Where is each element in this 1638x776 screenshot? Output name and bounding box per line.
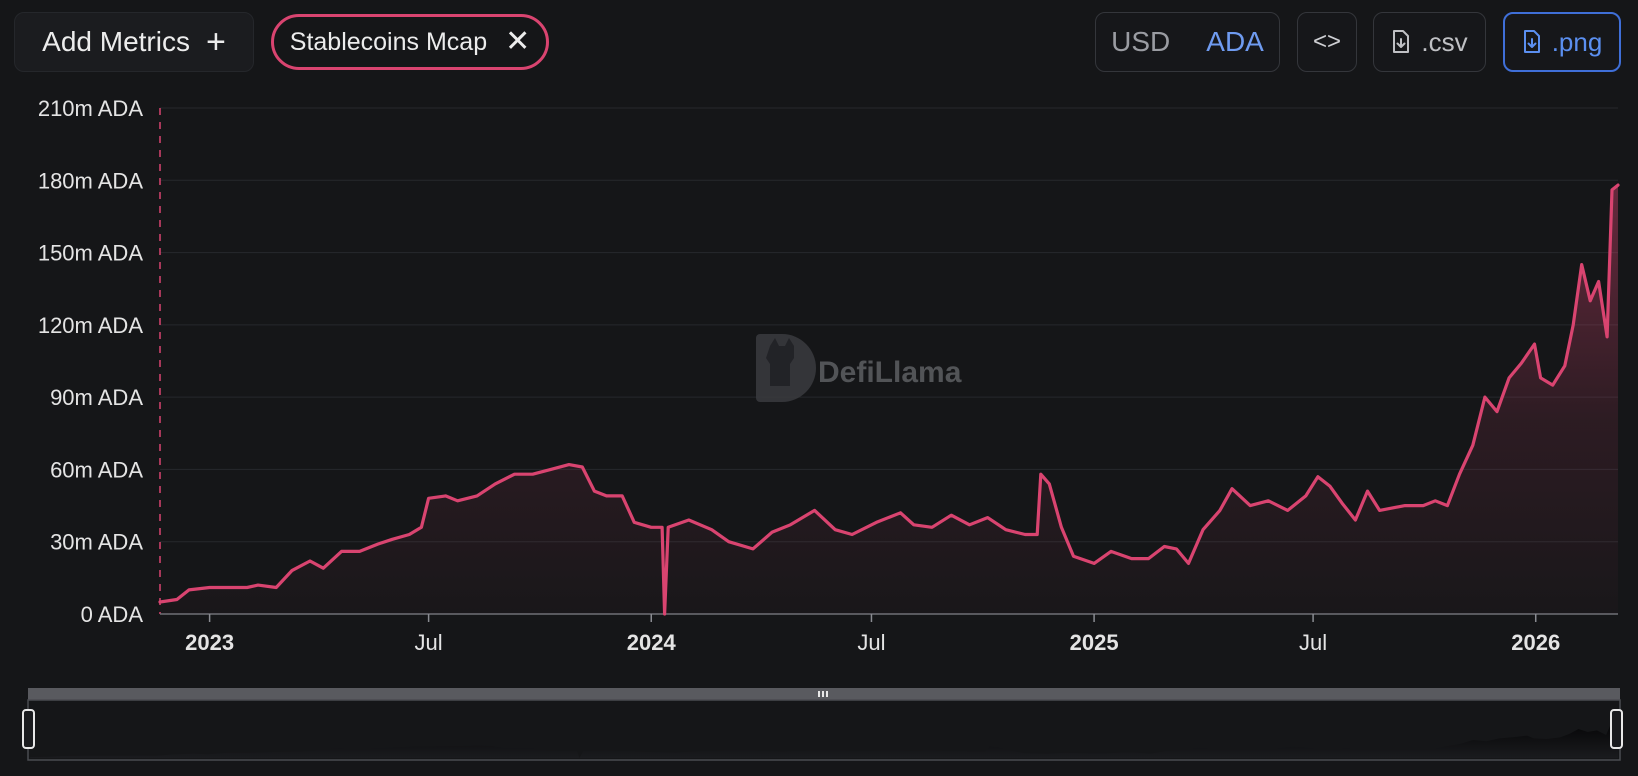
download-csv-button[interactable]: .csv [1373,12,1486,72]
x-tick-label: Jul [415,630,443,655]
y-tick-label: 210m ADA [38,96,143,121]
y-tick-label: 120m ADA [38,313,143,338]
y-tick-label: 90m ADA [50,385,143,410]
add-metrics-button[interactable]: Add Metrics + [14,12,254,72]
file-download-icon [1523,30,1540,53]
y-tick-label: 180m ADA [38,168,143,193]
x-tick-label: Jul [857,630,885,655]
time-range-navigator[interactable] [22,688,1623,761]
x-tick-label: 2023 [185,630,234,655]
currency-usd-button[interactable]: USD [1111,26,1171,57]
download-png-button[interactable]: .png [1503,12,1621,72]
series-stablecoins-mcap [158,183,1620,616]
series-line [158,183,1620,616]
png-label: .png [1551,26,1603,57]
x-tick-label: 2026 [1511,630,1560,655]
navigator-mini-area [30,722,1618,758]
plus-icon: + [205,23,226,61]
csv-label: .csv [1421,26,1468,57]
metric-chip-label: Stablecoins Mcap [289,27,488,56]
navigator-drag-handle-icon[interactable] [818,691,828,697]
y-tick-label: 0 ADA [81,602,144,627]
y-tick-label: 150m ADA [38,241,143,266]
series-area [160,185,1618,614]
close-icon[interactable]: ✕ [505,25,531,58]
x-axis: 2023 Jul 2024 Jul 2025 Jul 2026 [185,614,1560,655]
currency-toggle: USD ADA [1095,12,1280,72]
embed-button[interactable]: <> [1297,12,1357,72]
metric-chip-stablecoins-mcap[interactable]: Stablecoins Mcap ✕ [271,14,549,70]
x-tick-label: Jul [1299,630,1327,655]
y-axis: 0 ADA 30m ADA 60m ADA 90m ADA 120m ADA 150m A… [38,96,143,627]
x-tick-label: 2025 [1070,630,1119,655]
add-metrics-label: Add Metrics [42,26,190,57]
currency-ada-button[interactable]: ADA [1206,26,1264,57]
x-tick-label: 2024 [627,630,677,655]
defillama-watermark: DefiLlama [756,334,962,402]
watermark-text: DefiLlama [818,356,962,389]
code-icon: <> [1312,28,1342,55]
navigator-left-handle[interactable] [22,709,35,749]
y-tick-label: 30m ADA [50,530,143,555]
file-download-icon [1393,30,1410,53]
navigator-right-handle[interactable] [1610,709,1623,749]
y-tick-label: 60m ADA [50,457,143,482]
